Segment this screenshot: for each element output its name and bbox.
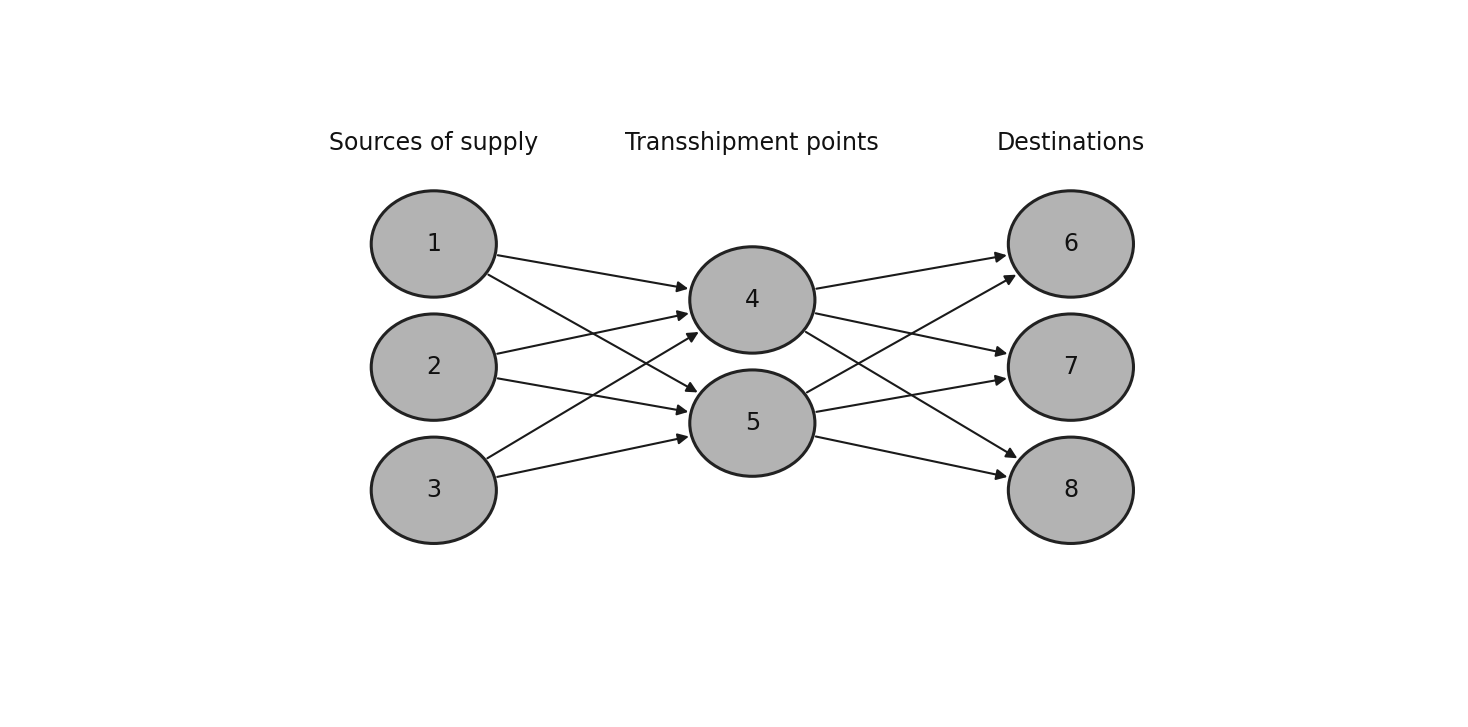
Text: 4: 4 (744, 288, 760, 312)
FancyArrowPatch shape (498, 311, 687, 354)
Text: Destinations: Destinations (997, 131, 1145, 156)
Text: 1: 1 (426, 232, 442, 256)
Text: 5: 5 (744, 411, 760, 435)
FancyArrowPatch shape (816, 313, 1006, 356)
FancyArrowPatch shape (816, 253, 1004, 289)
Ellipse shape (690, 370, 815, 476)
Text: Sources of supply: Sources of supply (329, 131, 539, 156)
FancyArrowPatch shape (806, 332, 1016, 457)
FancyArrowPatch shape (498, 255, 686, 291)
FancyArrowPatch shape (816, 376, 1004, 412)
Ellipse shape (1009, 190, 1133, 297)
FancyArrowPatch shape (498, 378, 686, 414)
Text: 6: 6 (1063, 232, 1079, 256)
FancyArrowPatch shape (807, 276, 1014, 393)
Ellipse shape (690, 246, 815, 353)
Ellipse shape (371, 314, 496, 420)
Text: 7: 7 (1063, 355, 1079, 379)
FancyArrowPatch shape (498, 435, 687, 477)
Text: 2: 2 (426, 355, 442, 379)
Ellipse shape (1009, 314, 1133, 420)
Text: 8: 8 (1063, 478, 1079, 502)
FancyArrowPatch shape (489, 275, 696, 391)
Text: 3: 3 (426, 478, 442, 502)
Text: Transshipment points: Transshipment points (625, 131, 879, 156)
FancyArrowPatch shape (487, 333, 697, 458)
Ellipse shape (371, 190, 496, 297)
Ellipse shape (1009, 437, 1133, 544)
FancyArrowPatch shape (816, 436, 1006, 479)
Ellipse shape (371, 437, 496, 544)
